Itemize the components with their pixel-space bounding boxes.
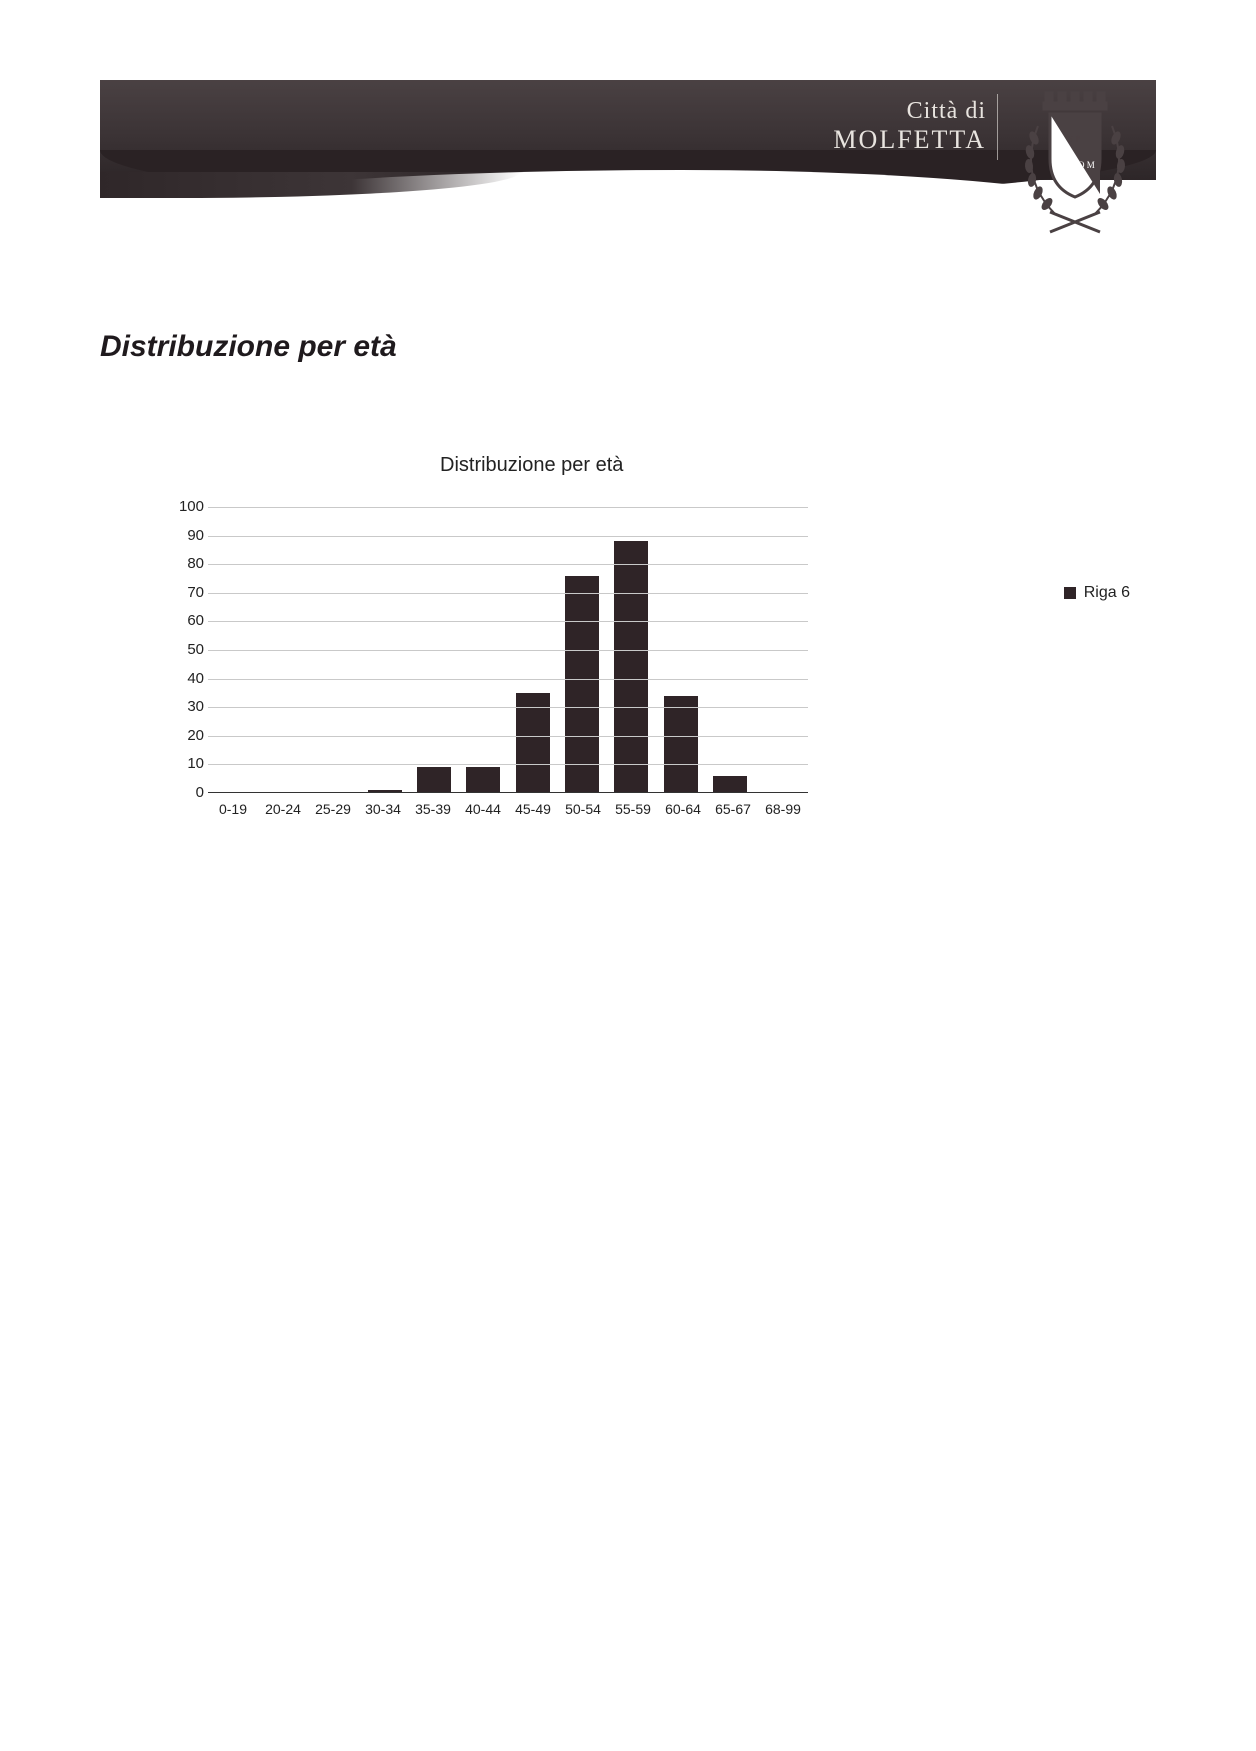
x-tick-label: 65-67 (708, 801, 758, 817)
grid-line (208, 736, 808, 737)
y-tick-label: 60 (160, 612, 204, 630)
y-tick-label: 30 (160, 698, 204, 716)
bar (614, 541, 648, 793)
x-tick-label: 30-34 (358, 801, 408, 817)
x-tick-label: 20-24 (258, 801, 308, 817)
bar (565, 576, 599, 793)
page-title: Distribuzione per età (100, 330, 1156, 364)
x-tick-label: 55-59 (608, 801, 658, 817)
chart-x-axis: 0-1920-2425-2930-3435-3940-4445-4950-545… (208, 801, 808, 817)
banner-divider (997, 94, 998, 160)
grid-line (208, 764, 808, 765)
y-tick-label: 50 (160, 641, 204, 659)
bar (417, 767, 451, 793)
y-tick-label: 10 (160, 755, 204, 773)
bar (466, 767, 500, 793)
y-tick-label: 90 (160, 527, 204, 545)
y-tick-label: 40 (160, 670, 204, 688)
grid-line (208, 507, 808, 508)
grid-line (208, 621, 808, 622)
age-distribution-chart: Distribuzione per età 0 10 20 30 40 50 60 70 80 9… (160, 454, 1000, 817)
bar (664, 696, 698, 793)
svg-text:S P: S P (1068, 134, 1080, 144)
x-tick-label: 50-54 (558, 801, 608, 817)
bar (713, 776, 747, 793)
x-tick-label: 0-19 (208, 801, 258, 817)
svg-text:Q M: Q M (1078, 160, 1095, 170)
grid-line (208, 536, 808, 537)
chart-baseline (208, 792, 808, 793)
chart-legend: Riga 6 (1064, 584, 1130, 602)
y-tick-label: 70 (160, 584, 204, 602)
banner-text: Città di MOLFETTA (833, 98, 986, 155)
chart-y-axis: 0102030405060708090100 (160, 507, 208, 793)
y-tick-label: 0 (160, 784, 204, 802)
x-tick-label: 40-44 (458, 801, 508, 817)
banner-text-line1: Città di (833, 98, 986, 125)
chart-title: Distribuzione per età (440, 454, 1000, 477)
x-tick-label: 45-49 (508, 801, 558, 817)
grid-line (208, 593, 808, 594)
grid-line (208, 679, 808, 680)
y-tick-label: 100 (160, 498, 204, 516)
x-tick-label: 35-39 (408, 801, 458, 817)
y-tick-label: 80 (160, 555, 204, 573)
header-banner: Città di MOLFETTA S P Q M (100, 80, 1156, 240)
city-crest-icon: S P Q M (1000, 86, 1150, 256)
grid-line (208, 564, 808, 565)
y-tick-label: 20 (160, 727, 204, 745)
legend-swatch-icon (1064, 587, 1076, 599)
grid-line (208, 707, 808, 708)
legend-label: Riga 6 (1084, 584, 1130, 602)
grid-line (208, 650, 808, 651)
chart-plot-area (208, 507, 808, 793)
banner-text-line2: MOLFETTA (833, 125, 986, 155)
x-tick-label: 25-29 (308, 801, 358, 817)
x-tick-label: 60-64 (658, 801, 708, 817)
x-tick-label: 68-99 (758, 801, 808, 817)
